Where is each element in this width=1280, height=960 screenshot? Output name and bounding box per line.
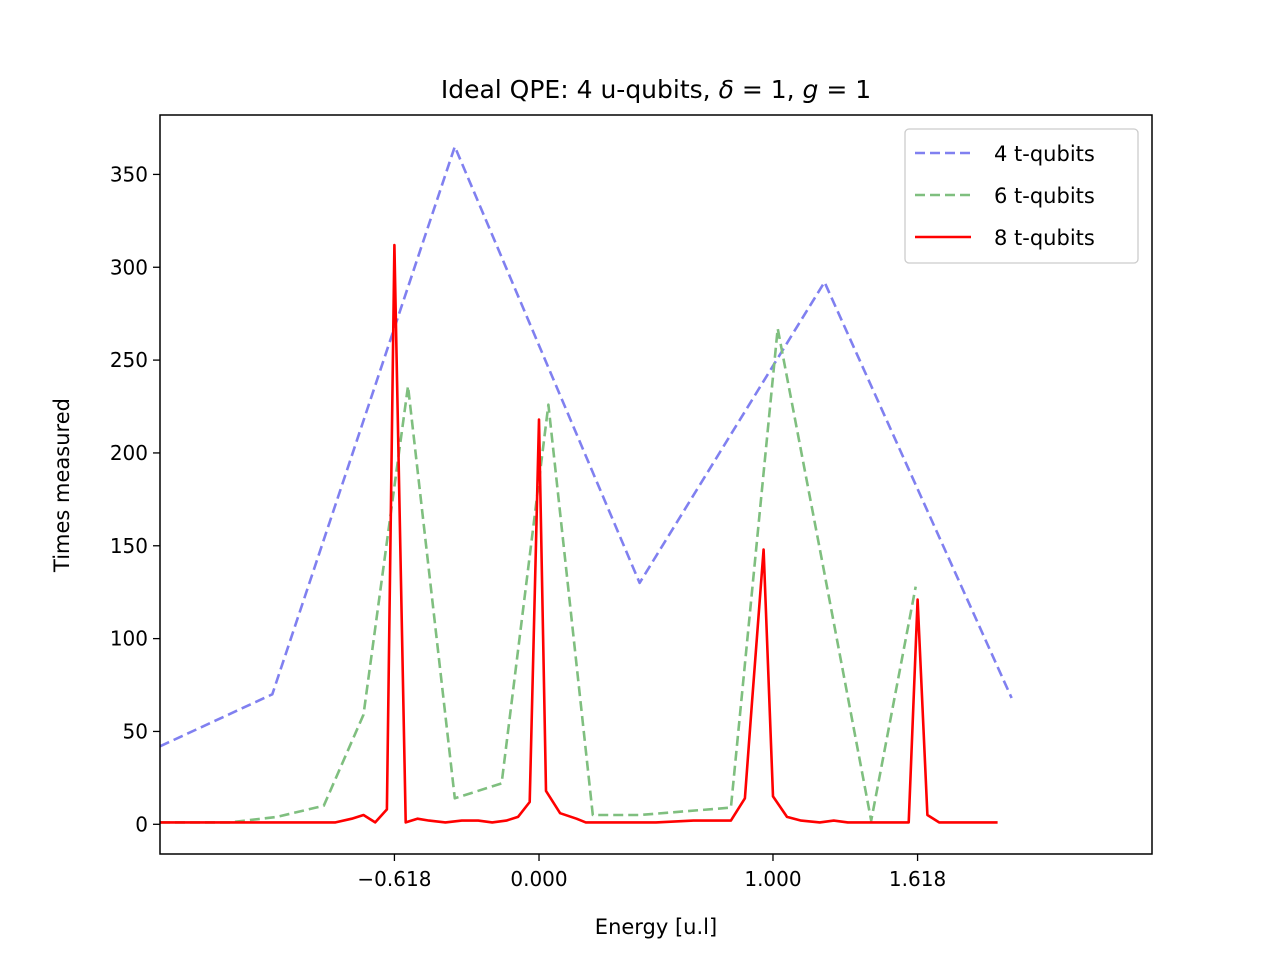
legend: 4 t-qubits 6 t-qubits 8 t-qubits xyxy=(904,128,1139,264)
x-tick-label: 0.000 xyxy=(510,867,567,891)
plot-frame xyxy=(159,114,1153,855)
x-axis: −0.618 0.000 1.000 1.618 xyxy=(357,854,946,891)
y-tick-label: 0 xyxy=(135,812,148,836)
series-line-4-t-qubits xyxy=(160,145,1013,748)
legend-label: 4 t-qubits xyxy=(994,142,1095,166)
y-axis: 0 50 100 150 200 250 300 350 xyxy=(110,162,160,836)
series-line-8-t-qubits xyxy=(160,243,998,824)
x-axis-title: Energy [u.l] xyxy=(595,915,717,939)
y-axis-title: Times measured xyxy=(50,398,74,573)
legend-label: 8 t-qubits xyxy=(994,226,1095,250)
series-layer xyxy=(160,145,1013,824)
y-tick-label: 300 xyxy=(110,255,148,279)
y-tick-label: 350 xyxy=(110,162,148,186)
legend-box xyxy=(904,128,1139,264)
x-tick-label: 1.618 xyxy=(889,867,946,891)
x-tick-label: −0.618 xyxy=(357,867,431,891)
y-tick-label: 200 xyxy=(110,441,148,465)
chart-title: Ideal QPE: 4 u-qubits, δ = 1, g = 1 xyxy=(441,75,871,104)
y-tick-label: 100 xyxy=(110,627,148,651)
y-tick-label: 250 xyxy=(110,348,148,372)
x-tick-label: 1.000 xyxy=(744,867,801,891)
legend-label: 6 t-qubits xyxy=(994,184,1095,208)
y-tick-label: 50 xyxy=(123,719,148,743)
series-line-6-t-qubits xyxy=(160,327,917,824)
y-tick-label: 150 xyxy=(110,534,148,558)
